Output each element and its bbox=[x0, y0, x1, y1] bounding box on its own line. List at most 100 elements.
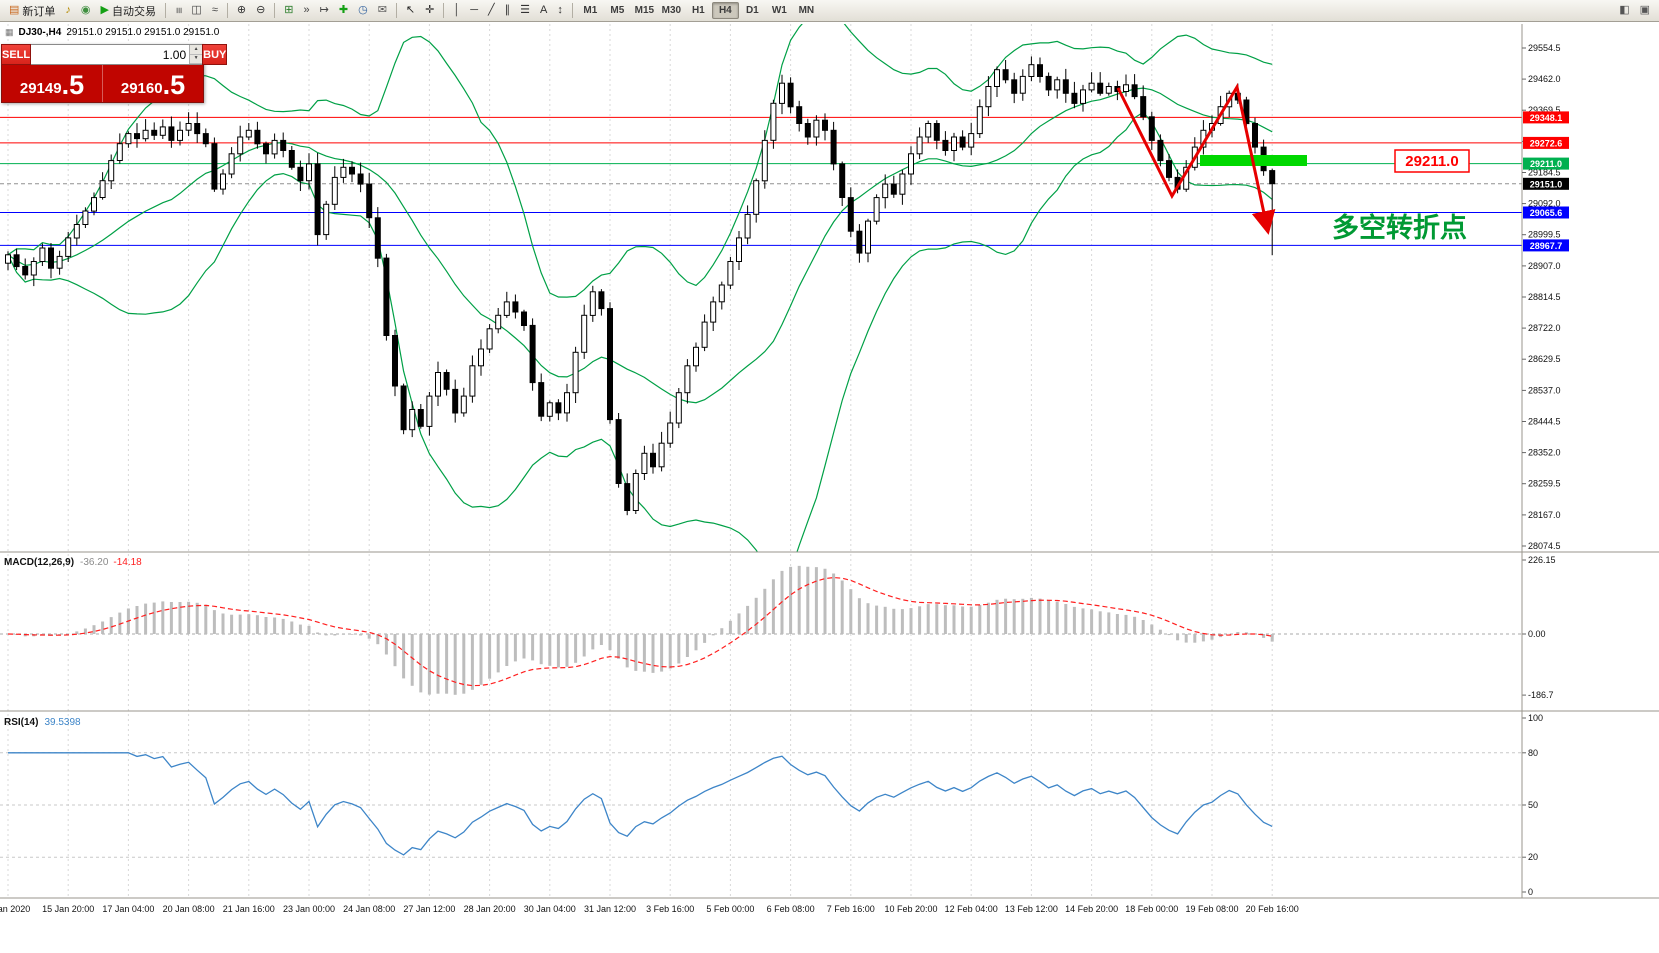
arrows-button[interactable]: ↕ bbox=[552, 2, 568, 20]
timeframe-d1-button[interactable]: D1 bbox=[745, 5, 759, 16]
templates-button[interactable]: ✉ bbox=[373, 2, 392, 20]
svg-text:226.15: 226.15 bbox=[1528, 555, 1556, 565]
svg-text:29348.1: 29348.1 bbox=[1530, 113, 1563, 123]
svg-text:28722.0: 28722.0 bbox=[1528, 323, 1561, 333]
auto-trading-button-label: 自动交易 bbox=[111, 5, 156, 18]
timeframe-mn-button[interactable]: MN bbox=[798, 5, 815, 16]
svg-text:24 Jan 08:00: 24 Jan 08:00 bbox=[343, 904, 395, 914]
sell-button[interactable]: SELL bbox=[1, 44, 32, 65]
volume-increase-button[interactable]: ▲ bbox=[190, 45, 203, 55]
sound-icon: ♪ bbox=[65, 4, 71, 16]
cursor-button[interactable]: ↖ bbox=[401, 2, 420, 20]
svg-text:29211.0: 29211.0 bbox=[1405, 153, 1458, 170]
svg-text:MACD(12,26,9)-36.20-14.18: MACD(12,26,9) -36.20 -14.18 bbox=[4, 557, 142, 568]
svg-text:31 Jan 12:00: 31 Jan 12:00 bbox=[584, 904, 636, 914]
svg-text:29065.6: 29065.6 bbox=[1530, 208, 1563, 218]
buy-button[interactable]: BUY bbox=[202, 44, 228, 65]
svg-text:12 Feb 04:00: 12 Feb 04:00 bbox=[945, 904, 998, 914]
svg-text:20: 20 bbox=[1528, 852, 1538, 862]
line-chart-button[interactable]: ≈ bbox=[207, 2, 223, 20]
toolbar-separator bbox=[443, 3, 445, 18]
volume-input[interactable] bbox=[31, 45, 190, 64]
sell-price-main: 29149 bbox=[19, 79, 62, 97]
volume-field: ▲ ▼ bbox=[31, 44, 203, 65]
timeframe-m1-button[interactable]: M1 bbox=[583, 5, 598, 16]
svg-text:0: 0 bbox=[1528, 887, 1533, 897]
svg-text:100: 100 bbox=[1528, 713, 1543, 723]
docking-button[interactable]: ▣ bbox=[1635, 2, 1655, 20]
period-icon: ◷ bbox=[358, 4, 368, 16]
fibonacci-icon: ☰ bbox=[520, 4, 531, 16]
community-button[interactable]: ◉ bbox=[76, 2, 96, 20]
svg-text:28967.7: 28967.7 bbox=[1530, 241, 1563, 251]
bar-chart-button[interactable]: ≡ bbox=[170, 2, 186, 20]
svg-text:28 Jan 20:00: 28 Jan 20:00 bbox=[464, 904, 516, 914]
svg-text:RSI(14)39.5398: RSI(14) 39.5398 bbox=[4, 717, 81, 728]
svg-text:29462.0: 29462.0 bbox=[1528, 74, 1561, 84]
new-order-icon: ▤ bbox=[9, 4, 20, 16]
timeframe-h1-button[interactable]: H1 bbox=[691, 5, 705, 16]
chart-ohlc: 29151.0 29151.0 29151.0 29151.0 bbox=[66, 27, 220, 38]
svg-text:3 Feb 16:00: 3 Feb 16:00 bbox=[646, 904, 694, 914]
new-order-button-label: 新订单 bbox=[22, 5, 56, 18]
chart-windows-button[interactable]: ◧ bbox=[1614, 2, 1634, 20]
zoom-in-button[interactable]: ⊕ bbox=[232, 2, 251, 20]
buy-price[interactable]: 29160 .5 bbox=[103, 65, 203, 102]
svg-text:7 Feb 16:00: 7 Feb 16:00 bbox=[827, 904, 875, 914]
buy-price-frac: .5 bbox=[162, 70, 186, 101]
auto-scroll-icon: » bbox=[303, 4, 310, 16]
toolbar-right: ◧ ▣ bbox=[1614, 2, 1655, 20]
svg-text:28444.5: 28444.5 bbox=[1528, 417, 1561, 427]
svg-text:5 Feb 00:00: 5 Feb 00:00 bbox=[706, 904, 754, 914]
horizontal-line-button[interactable]: ─ bbox=[465, 2, 483, 20]
svg-text:20 Jan 08:00: 20 Jan 08:00 bbox=[163, 904, 215, 914]
price-chart[interactable]: 226.15 0.00 -186.7 MACD(12,26,9) -36.20 -14.1… bbox=[0, 22, 1659, 948]
timeframe-m15-button[interactable]: M15 bbox=[634, 5, 655, 16]
svg-text:29554.5: 29554.5 bbox=[1528, 43, 1561, 53]
candlestick-chart-icon: ◫ bbox=[191, 4, 202, 16]
text-label-icon: A bbox=[540, 4, 548, 16]
svg-text:15 Jan 20:00: 15 Jan 20:00 bbox=[42, 904, 94, 914]
svg-text:50: 50 bbox=[1528, 800, 1538, 810]
chart-windows-icon: ◧ bbox=[1619, 4, 1630, 16]
trendline-button[interactable]: ╱ bbox=[483, 2, 500, 20]
auto-trading-icon: ▶ bbox=[100, 4, 109, 16]
svg-text:28352.0: 28352.0 bbox=[1528, 448, 1561, 458]
crosshair-button[interactable]: ✛ bbox=[420, 2, 439, 20]
toolbar-groups: ▤ 新订单 ♪ ◉ ▶ 自动交易 ≡ ◫ ≈ ⊕ ⊖ ⊞ » ↦ ✚ ◷ ✉ ↖ ✛ │ ─ ╱ ∥ ☰ A ↕ bbox=[4, 2, 568, 20]
timeframe-w1-button[interactable]: W1 bbox=[771, 5, 787, 16]
svg-text:18 Feb 00:00: 18 Feb 00:00 bbox=[1125, 904, 1178, 914]
svg-text:28167.0: 28167.0 bbox=[1528, 510, 1561, 520]
tile-windows-button[interactable]: ⊞ bbox=[279, 2, 298, 20]
fibonacci-button[interactable]: ☰ bbox=[515, 2, 535, 20]
cursor-icon: ↖ bbox=[405, 4, 416, 16]
volume-decrease-button[interactable]: ▼ bbox=[190, 54, 203, 64]
svg-text:0.00: 0.00 bbox=[1528, 629, 1546, 639]
svg-text:-186.7: -186.7 bbox=[1528, 690, 1554, 700]
timeframe-m5-button[interactable]: M5 bbox=[610, 5, 625, 16]
sound-button[interactable]: ♪ bbox=[60, 2, 76, 20]
svg-text:6 Feb 08:00: 6 Feb 08:00 bbox=[767, 904, 815, 914]
auto-trading-button[interactable]: ▶ 自动交易 bbox=[96, 2, 161, 20]
zoom-out-icon: ⊖ bbox=[256, 4, 266, 16]
period-button[interactable]: ◷ bbox=[353, 2, 373, 20]
zoom-out-button[interactable]: ⊖ bbox=[251, 2, 270, 20]
sell-price[interactable]: 29149 .5 bbox=[2, 65, 103, 102]
svg-text:28907.0: 28907.0 bbox=[1528, 261, 1561, 271]
svg-text:13 Feb 12:00: 13 Feb 12:00 bbox=[1005, 904, 1058, 914]
timeframe-h4-button[interactable]: H4 bbox=[711, 2, 739, 19]
new-order-button[interactable]: ▤ 新订单 bbox=[4, 2, 60, 20]
svg-text:28537.0: 28537.0 bbox=[1528, 385, 1561, 395]
chart-shift-button[interactable]: ↦ bbox=[315, 2, 334, 20]
tile-windows-icon: ⊞ bbox=[284, 4, 294, 16]
timeframe-m30-button[interactable]: M30 bbox=[661, 5, 682, 16]
vertical-line-button[interactable]: │ bbox=[448, 2, 465, 20]
candlestick-chart-button[interactable]: ◫ bbox=[186, 2, 206, 20]
toolbar-separator bbox=[164, 3, 166, 18]
svg-text:多空转折点: 多空转折点 bbox=[1332, 212, 1467, 243]
auto-scroll-button[interactable]: » bbox=[299, 2, 315, 20]
channel-button[interactable]: ∥ bbox=[500, 2, 516, 20]
text-label-button[interactable]: A bbox=[535, 2, 552, 20]
toolbar-separator bbox=[226, 3, 228, 18]
new-chart-button[interactable]: ✚ bbox=[334, 2, 353, 20]
